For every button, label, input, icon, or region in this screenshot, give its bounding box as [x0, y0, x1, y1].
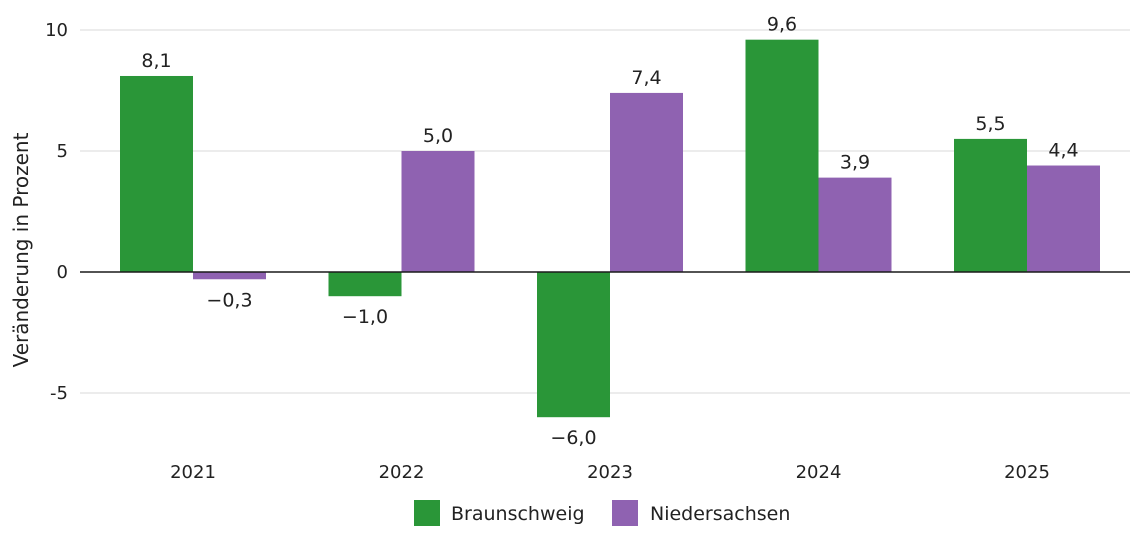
bar-niedersachsen-2021 [193, 272, 266, 280]
bar-niedersachsen-2023 [610, 92, 683, 272]
data-label: 5,5 [975, 113, 1005, 135]
bar-braunschweig-2022 [328, 272, 402, 297]
y-axis-ticks: 10 5 0 -5 [45, 20, 68, 404]
data-label: 3,9 [840, 152, 870, 174]
data-label: −6,0 [550, 427, 596, 449]
data-label: 9,6 [767, 14, 797, 36]
bar-braunschweig-2023 [537, 272, 610, 418]
bars [120, 39, 1100, 418]
bar-niedersachsen-2022 [401, 151, 475, 272]
data-label: 5,0 [423, 125, 453, 147]
y-tick-label: -5 [50, 383, 68, 404]
x-tick-label: 2023 [587, 462, 633, 483]
x-tick-label: 2025 [1004, 462, 1050, 483]
y-tick-label: 5 [57, 141, 68, 162]
legend-label-braunschweig: Braunschweig [451, 503, 585, 525]
x-tick-label: 2024 [796, 462, 842, 483]
bar-braunschweig-2024 [745, 39, 819, 273]
x-tick-label: 2021 [170, 462, 216, 483]
legend-label-niedersachsen: Niedersachsen [650, 503, 790, 525]
legend-swatch-braunschweig [414, 500, 440, 526]
data-labels: 8,1 −0,3 −1,0 5,0 −6,0 7,4 9,6 3,9 5,5 4,4 [141, 14, 1078, 450]
bar-braunschweig-2021 [120, 75, 193, 272]
data-label: −0,3 [206, 289, 252, 311]
x-axis-ticks: 2021 2022 2023 2024 2025 [170, 462, 1050, 483]
bar-niedersachsen-2024 [818, 177, 892, 272]
legend-swatch-niedersachsen [612, 500, 638, 526]
x-tick-label: 2022 [379, 462, 425, 483]
bar-braunschweig-2025 [954, 138, 1027, 272]
legend: Braunschweig Niedersachsen [414, 500, 790, 526]
y-tick-label: 10 [45, 20, 68, 41]
bar-niedersachsen-2025 [1027, 165, 1100, 272]
y-tick-label: 0 [57, 262, 68, 283]
y-axis-title: Veränderung in Prozent [9, 132, 33, 367]
data-label: 7,4 [631, 67, 661, 89]
data-label: 8,1 [141, 50, 171, 72]
data-label: 4,4 [1048, 140, 1078, 162]
data-label: −1,0 [342, 306, 388, 328]
